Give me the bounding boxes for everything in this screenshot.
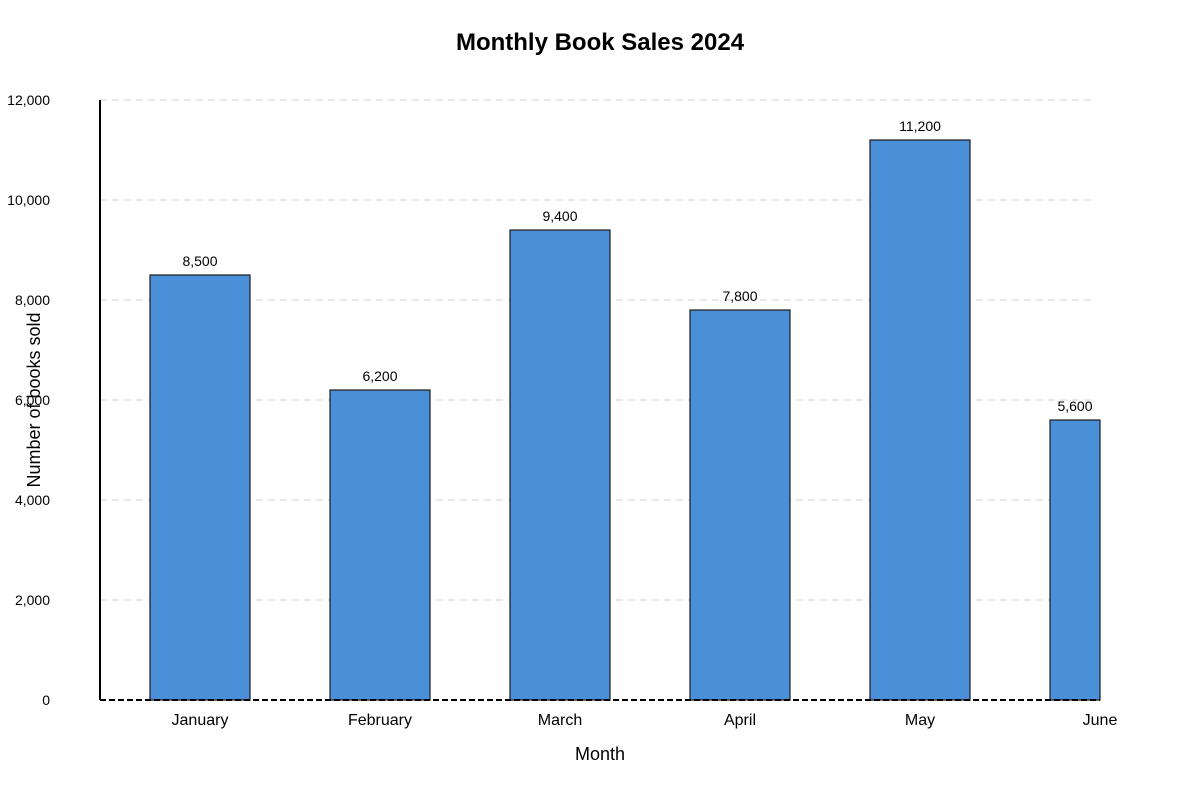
x-tick-label: March [538, 712, 582, 729]
data-label: 5,600 [1057, 398, 1092, 414]
chart-title: Monthly Book Sales 2024 [456, 29, 745, 56]
y-tick-label: 2,000 [15, 592, 50, 608]
data-label: 8,500 [182, 253, 217, 269]
bar-may [869, 139, 971, 701]
bar-february [329, 389, 431, 701]
y-tick-label: 8,000 [15, 292, 50, 308]
y-tick-label: 0 [42, 692, 50, 708]
x-tick-labels: January February March April May June [172, 712, 1118, 729]
y-tick-label: 4,000 [15, 492, 50, 508]
y-tick-label: 6,000 [15, 392, 50, 408]
data-label: 9,400 [542, 208, 577, 224]
y-axis-title: Number of books sold [24, 312, 44, 487]
data-label: 6,200 [362, 368, 397, 384]
bar-april [689, 309, 791, 701]
y-tick-label: 12,000 [7, 92, 50, 108]
x-tick-label: June [1083, 712, 1118, 729]
data-label: 11,200 [899, 118, 941, 134]
y-tick-labels: 0 2,000 4,000 6,000 8,000 10,000 12,000 [7, 92, 50, 708]
x-axis-title: Month [575, 744, 625, 764]
bar-march [509, 229, 611, 701]
y-tick-label: 10,000 [7, 192, 50, 208]
data-label: 7,800 [722, 288, 757, 304]
x-tick-label: May [905, 712, 935, 729]
x-tick-label: January [172, 712, 229, 729]
x-tick-label: February [348, 712, 412, 729]
bar-january [149, 274, 251, 701]
x-tick-label: April [724, 712, 756, 729]
data-labels: 8,500 6,200 9,400 7,800 11,200 5,600 [182, 118, 1092, 414]
bars [149, 139, 1101, 701]
bar-june [1049, 419, 1101, 701]
axes [99, 100, 1100, 701]
